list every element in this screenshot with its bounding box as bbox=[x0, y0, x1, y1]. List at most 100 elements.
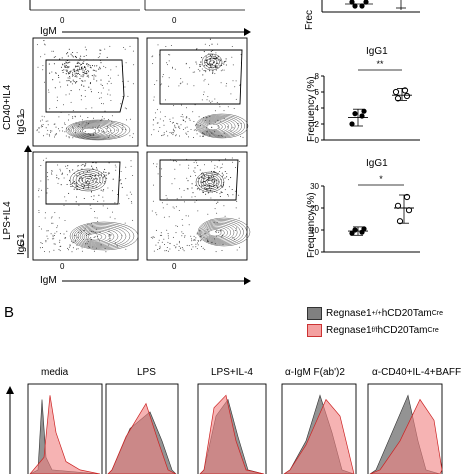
event-dot bbox=[205, 70, 207, 72]
event-dot bbox=[215, 231, 217, 233]
event-dot bbox=[88, 182, 90, 184]
event-dot bbox=[93, 74, 95, 76]
event-dot bbox=[223, 69, 225, 71]
event-dot bbox=[91, 179, 93, 181]
event-dot bbox=[202, 135, 203, 137]
event-dot bbox=[80, 177, 82, 179]
event-dot bbox=[122, 96, 124, 97]
event-dot bbox=[209, 116, 211, 117]
event-dot bbox=[69, 71, 71, 73]
event-dot bbox=[203, 94, 204, 96]
event-dot bbox=[152, 55, 154, 57]
event-dot bbox=[219, 193, 221, 195]
event-dot bbox=[211, 126, 213, 128]
plot-frame bbox=[146, 37, 248, 147]
legend-label-knockout: Regnase1 bbox=[326, 325, 372, 336]
event-dot bbox=[221, 191, 223, 194]
event-dot bbox=[191, 187, 193, 189]
event-dot bbox=[176, 243, 178, 245]
contour-ring bbox=[81, 229, 115, 244]
event-dot bbox=[103, 189, 105, 191]
event-dot bbox=[90, 88, 92, 90]
event-dot bbox=[89, 246, 91, 248]
event-dot bbox=[38, 212, 40, 213]
event-dot bbox=[189, 119, 191, 121]
y-tick-label: 30 bbox=[310, 182, 319, 191]
data-point-control bbox=[349, 121, 355, 127]
event-dot bbox=[76, 183, 78, 185]
event-dot bbox=[87, 187, 89, 189]
event-dot bbox=[72, 117, 74, 119]
event-dot bbox=[58, 217, 60, 219]
event-dot bbox=[240, 135, 242, 137]
event-dot bbox=[76, 175, 78, 177]
event-dot bbox=[97, 221, 99, 222]
event-dot bbox=[226, 83, 228, 85]
event-dot bbox=[108, 119, 110, 120]
event-dot bbox=[211, 132, 213, 134]
event-dot bbox=[212, 72, 214, 74]
event-dot bbox=[196, 162, 198, 164]
legend-sup2-knockout: Cre bbox=[427, 327, 439, 334]
event-dot bbox=[224, 189, 226, 191]
event-dot bbox=[69, 77, 71, 79]
event-dot bbox=[203, 80, 205, 82]
event-dot bbox=[69, 184, 71, 185]
event-dot bbox=[166, 203, 168, 205]
event-dot bbox=[179, 135, 180, 137]
event-dot bbox=[93, 237, 95, 238]
event-dot bbox=[88, 234, 90, 235]
event-dot bbox=[84, 80, 86, 82]
event-dot bbox=[191, 196, 193, 198]
event-dot bbox=[216, 102, 218, 103]
event-dot bbox=[85, 108, 87, 110]
contour-ring bbox=[201, 221, 241, 243]
event-dot bbox=[95, 162, 97, 164]
event-dot bbox=[89, 83, 91, 85]
event-dot bbox=[100, 83, 102, 85]
event-dot bbox=[38, 226, 40, 227]
event-dot bbox=[84, 181, 86, 183]
event-dot bbox=[182, 248, 184, 250]
event-dot bbox=[211, 54, 213, 56]
event-dot bbox=[66, 230, 68, 232]
event-dot bbox=[166, 250, 168, 252]
event-dot bbox=[231, 188, 233, 191]
event-dot bbox=[155, 244, 157, 246]
event-dot bbox=[196, 130, 198, 132]
event-dot bbox=[66, 53, 68, 55]
data-point bbox=[352, 3, 358, 9]
event-dot bbox=[215, 69, 217, 71]
event-dot bbox=[187, 131, 189, 133]
event-dot bbox=[103, 182, 105, 184]
event-dot bbox=[215, 251, 217, 253]
event-dot bbox=[166, 247, 168, 248]
y-tick-label: 8 bbox=[315, 72, 320, 81]
event-dot bbox=[56, 100, 58, 102]
event-dot bbox=[154, 84, 156, 85]
event-dot bbox=[65, 237, 66, 239]
event-dot bbox=[88, 123, 89, 124]
event-dot bbox=[67, 52, 69, 54]
contour-ring bbox=[206, 57, 218, 67]
event-dot bbox=[198, 116, 200, 118]
histogram-knockout bbox=[107, 402, 177, 474]
histogram-knockout bbox=[369, 398, 443, 474]
event-dot bbox=[207, 177, 210, 179]
event-dot bbox=[126, 119, 127, 121]
event-dot bbox=[204, 249, 206, 251]
event-dot bbox=[89, 64, 91, 67]
event-dot bbox=[159, 245, 161, 247]
event-dot bbox=[215, 57, 217, 59]
event-dot bbox=[216, 58, 218, 60]
event-dot bbox=[194, 196, 196, 198]
event-dot bbox=[66, 69, 68, 71]
y-tick-label: 2 bbox=[315, 120, 320, 129]
event-dot bbox=[49, 135, 51, 137]
event-dot bbox=[183, 189, 185, 191]
event-dot bbox=[109, 238, 111, 240]
event-dot bbox=[204, 164, 205, 166]
event-dot bbox=[233, 108, 235, 109]
event-dot bbox=[179, 164, 181, 166]
event-dot bbox=[86, 75, 88, 77]
